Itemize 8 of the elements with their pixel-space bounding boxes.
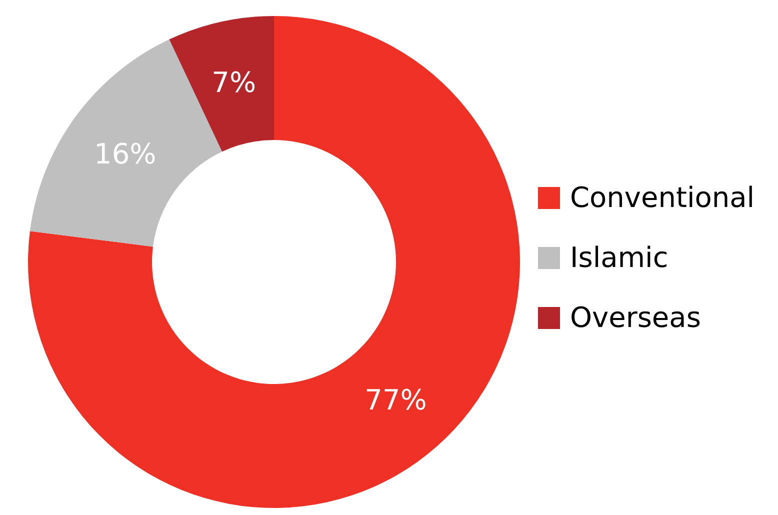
donut-slice xyxy=(169,16,274,152)
legend-label: Islamic xyxy=(570,241,668,274)
data-label: 77% xyxy=(364,384,427,417)
data-label: 16% xyxy=(94,137,156,170)
legend-label: Conventional xyxy=(570,181,755,214)
data-label: 7% xyxy=(212,66,256,99)
legend-label: Overseas xyxy=(570,301,701,334)
donut-slice xyxy=(28,16,520,508)
